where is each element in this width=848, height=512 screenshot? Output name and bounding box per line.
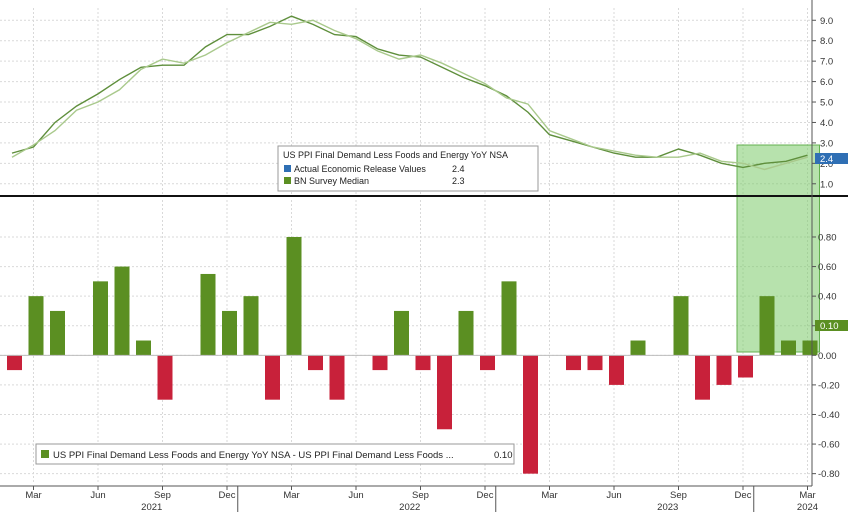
diff-bar xyxy=(501,281,517,356)
y-tick-label-bottom: 0.00 xyxy=(818,351,837,362)
last-value-tag-actual-bg xyxy=(815,153,848,164)
top-legend-box xyxy=(277,145,539,192)
diff-bar xyxy=(695,355,710,400)
bottom-legend-box xyxy=(35,443,515,465)
diff-bar xyxy=(716,355,732,385)
diff-bar xyxy=(630,340,646,356)
y-tick-label-top: 7.0 xyxy=(820,57,833,68)
diff-bar xyxy=(372,355,388,371)
legend-value-diff: 0.10 xyxy=(494,450,513,461)
series-line-survey xyxy=(11,19,808,171)
x-tick-label: Jun xyxy=(90,490,105,501)
diff-bar xyxy=(759,296,775,356)
diff-bar xyxy=(673,296,689,356)
last-value-tag-actual: 2.4 xyxy=(815,153,848,165)
diff-bar xyxy=(114,266,130,356)
y-tick-label-top: 5.0 xyxy=(820,98,833,109)
x-tick-label: Dec xyxy=(735,490,752,501)
diff-bar xyxy=(523,355,538,474)
x-tick-label: Sep xyxy=(670,490,687,501)
diff-bar xyxy=(415,355,431,371)
diff-bar xyxy=(308,355,323,371)
diff-bar xyxy=(265,355,280,400)
legend-swatch-actual xyxy=(284,165,291,172)
x-year-label: 2021 xyxy=(141,502,162,512)
last-value-tag-diff-bg xyxy=(815,320,848,331)
y-tick-label-bottom: 0.40 xyxy=(818,292,837,303)
legend-value-survey: 2.3 xyxy=(452,176,465,186)
x-tick-label: Sep xyxy=(412,490,429,501)
y-tick-label-top: 3.0 xyxy=(820,138,833,149)
series-line-actual xyxy=(11,15,808,169)
x-year-label: 2023 xyxy=(657,502,678,512)
legend-label-actual: Actual Economic Release Values xyxy=(294,164,426,174)
x-tick-label: Dec xyxy=(219,490,236,501)
legend-swatch-diff xyxy=(41,450,49,458)
diff-bar xyxy=(286,236,302,356)
top-legend: US PPI Final Demand Less Foods and Energ… xyxy=(277,145,539,192)
top-legend-title: US PPI Final Demand Less Foods and Energ… xyxy=(283,150,508,160)
diff-bar xyxy=(157,355,173,400)
y-tick-label-bottom: -0.60 xyxy=(818,440,840,451)
x-tick-label: Mar xyxy=(799,490,815,501)
y-tick-label-bottom: 0.60 xyxy=(818,262,837,273)
x-tick-label: Mar xyxy=(283,490,299,501)
y-tick-label-top: 2.0 xyxy=(820,159,833,170)
diff-bar xyxy=(7,355,22,371)
y-tick-label-top: 9.0 xyxy=(820,16,833,27)
legend-swatch-survey xyxy=(284,177,291,184)
x-tick-label: Jun xyxy=(606,490,621,501)
x-tick-label: Mar xyxy=(25,490,41,501)
diff-bar xyxy=(222,310,237,356)
diff-bar xyxy=(28,296,44,356)
diff-bar xyxy=(587,355,603,371)
diff-bar xyxy=(802,340,818,356)
diff-bar xyxy=(781,340,796,356)
diff-bar xyxy=(609,355,624,385)
x-tick-label: Jun xyxy=(348,490,363,501)
y-tick-label-bottom: -0.40 xyxy=(818,410,840,421)
y-tick-label-bottom: -0.20 xyxy=(818,380,840,391)
last-value-tag-actual-text: 2.4 xyxy=(820,154,833,165)
bottom-axis: Mar Jun Sep Dec Mar Jun Sep Dec Mar Jun Sep Dec Mar2… xyxy=(0,485,818,512)
legend-label-diff: US PPI Final Demand Less Foods and Energ… xyxy=(53,450,454,461)
x-year-label: 2022 xyxy=(399,502,420,512)
diff-bar xyxy=(136,340,151,356)
bottom-legend: US PPI Final Demand Less Foods and Energ… xyxy=(35,443,515,465)
legend-label-survey: BN Survey Median xyxy=(294,176,369,186)
x-tick-label: Mar xyxy=(541,490,557,501)
diff-bar xyxy=(394,310,409,356)
y-tick-label-top: 8.0 xyxy=(820,36,833,47)
diff-bar xyxy=(50,310,65,356)
diff-bar xyxy=(200,273,216,356)
diff-bar xyxy=(738,355,753,378)
legend-value-actual: 2.4 xyxy=(452,164,465,174)
diff-bar xyxy=(329,355,345,400)
diff-bar xyxy=(93,281,108,356)
x-tick-label: Dec xyxy=(477,490,494,501)
last-value-tag-diff-text: 0.10 xyxy=(820,321,839,332)
diff-bar xyxy=(566,355,581,371)
last-value-tag-diff: 0.10 xyxy=(815,320,848,332)
diff-bar xyxy=(458,310,474,356)
y-tick-label-top: 4.0 xyxy=(820,118,833,129)
diff-bar xyxy=(243,296,259,356)
x-tick-label: Sep xyxy=(154,490,171,501)
y-tick-label-top: 6.0 xyxy=(820,77,833,88)
recent-period-highlight xyxy=(736,144,820,353)
x-year-label: 2024 xyxy=(797,502,818,512)
y-tick-label-top: 1.0 xyxy=(820,179,833,190)
y-tick-label-bottom: 0.80 xyxy=(818,232,837,243)
bar-series-group xyxy=(7,236,818,474)
diff-bar xyxy=(437,355,452,430)
y-tick-label-bottom: -0.80 xyxy=(818,469,840,480)
line-series-group xyxy=(11,15,808,171)
diff-bar xyxy=(480,355,495,371)
